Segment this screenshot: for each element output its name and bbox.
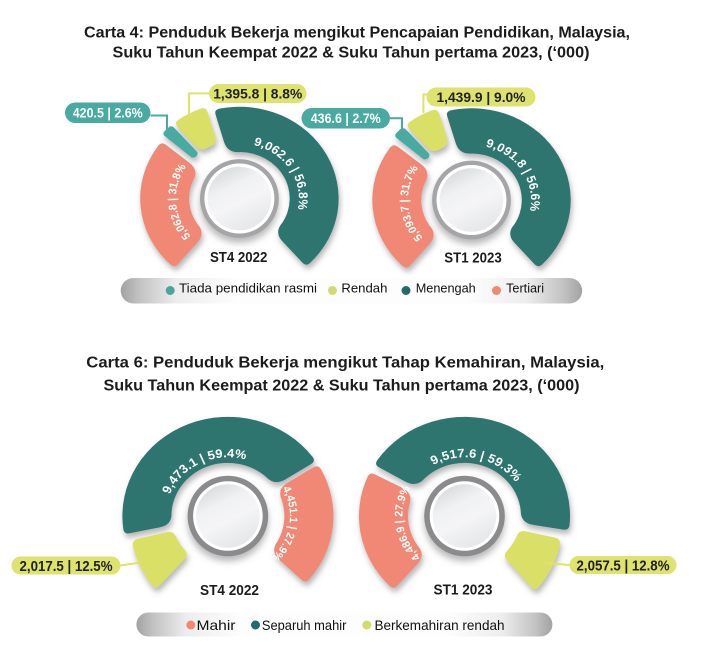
svg-text:Tertiari: Tertiari	[506, 280, 544, 295]
svg-text:Suku Tahun Keempat 2022 & Suku: Suku Tahun Keempat 2022 & Suku Tahun per…	[104, 378, 580, 395]
svg-text:ST1 2023: ST1 2023	[444, 251, 502, 267]
svg-text:Suku Tahun Keempat 2022 & Suku: Suku Tahun Keempat 2022 & Suku Tahun per…	[113, 45, 590, 62]
svg-text:2,057.5 | 12.8%: 2,057.5 | 12.8%	[577, 557, 670, 574]
svg-text:Mahir: Mahir	[197, 618, 236, 633]
svg-text:1,395.8 | 8.8%: 1,395.8 | 8.8%	[213, 86, 302, 101]
svg-text:ST4 2022: ST4 2022	[210, 250, 268, 266]
svg-text:436.6 | 2.7%: 436.6 | 2.7%	[311, 111, 381, 126]
svg-text:420.5 | 2.6%: 420.5 | 2.6%	[73, 106, 143, 121]
svg-text:1,439.9 | 9.0%: 1,439.9 | 9.0%	[437, 90, 526, 105]
svg-text:Berkemahiran rendah: Berkemahiran rendah	[375, 618, 505, 633]
svg-text:Carta 6: Penduduk Bekerja meng: Carta 6: Penduduk Bekerja mengikut Tahap…	[86, 354, 604, 371]
svg-text:Menengah: Menengah	[416, 280, 476, 295]
svg-text:ST1 2023: ST1 2023	[434, 583, 493, 599]
svg-text:Separuh mahir: Separuh mahir	[262, 618, 347, 633]
svg-text:ST4 2022: ST4 2022	[200, 583, 259, 599]
svg-text:Carta 4: Penduduk Bekerja meng: Carta 4: Penduduk Bekerja mengikut Penca…	[84, 24, 630, 41]
svg-text:2,017.5 | 12.5%: 2,017.5 | 12.5%	[20, 558, 113, 575]
svg-text:Tiada pendidikan rasmi: Tiada pendidikan rasmi	[179, 280, 317, 295]
svg-text:Rendah: Rendah	[341, 280, 387, 295]
